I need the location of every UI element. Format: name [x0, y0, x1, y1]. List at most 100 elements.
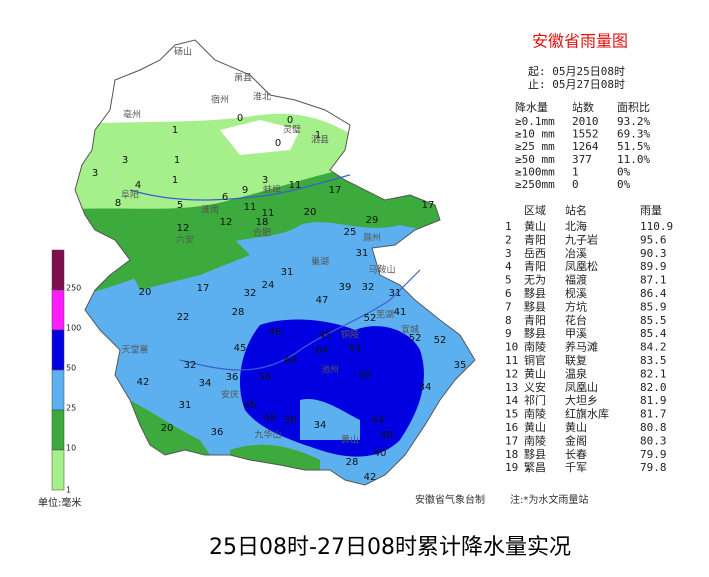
rain-value: 60 [359, 370, 372, 381]
place-name: 芜湖 [376, 309, 394, 321]
stations-cell: 16 [505, 421, 518, 434]
legend-label: 10 [66, 444, 76, 453]
rain-value: 39 [339, 282, 352, 293]
rain-value: 48 [269, 327, 282, 338]
place-name: 合肥 [253, 227, 271, 239]
rain-value: 53 [349, 343, 362, 354]
stations-cell: 凤凰松 [565, 259, 598, 273]
stats-cell: 93.2% [617, 115, 650, 128]
stations-cell: 养马滩 [565, 340, 598, 354]
rain-value: 48 [264, 413, 277, 424]
stations-cell: 17 [505, 434, 518, 447]
stations-cell: 金阁 [565, 433, 587, 447]
stations-cell: 无为 [524, 274, 546, 287]
rain-value: 5 [177, 200, 183, 211]
stations-cell: 82.1 [640, 367, 667, 380]
stations-cell: 83.5 [640, 354, 667, 367]
stations-cell: 黟县 [524, 287, 546, 300]
legend-label: 250 [66, 284, 81, 293]
stations-cell: 青阳 [524, 260, 546, 273]
stations-cell: 8 [505, 314, 512, 327]
rain-value: 8 [115, 198, 121, 209]
stations-cell: 南陵 [524, 408, 546, 421]
stations-cell: 冶溪 [565, 246, 587, 260]
stats-cell: ≥250mm [515, 178, 555, 191]
stations-cell: 铜官 [524, 353, 546, 367]
rain-value: 28 [346, 457, 359, 468]
stations-cell: 1 [505, 220, 512, 233]
rain-value: 42 [364, 472, 377, 483]
stations-cell: 14 [505, 394, 519, 407]
start-time: 起: 05月25日08时 [528, 65, 625, 78]
stations-cell: 10 [505, 341, 518, 354]
stations-cell: 86.4 [640, 287, 667, 300]
rain-value: 45 [234, 343, 247, 354]
rain-value: 29 [366, 215, 379, 226]
stations-header: 雨量 [640, 204, 662, 217]
rain-value: 38 [284, 415, 297, 426]
place-name: 亳州 [123, 109, 141, 121]
stations-cell: 联复 [565, 353, 587, 367]
rain-value: 32 [244, 288, 257, 299]
rain-value: 44 [372, 415, 385, 426]
stats-cell: ≥100mm [515, 165, 555, 178]
stations-cell: 4 [505, 260, 512, 273]
legend-swatch [51, 329, 65, 371]
place-name: 六安 [176, 234, 194, 246]
stations-cell: 长春 [565, 448, 587, 461]
stations-cell: 枧溪 [565, 286, 587, 300]
place-name: 黄山 [341, 434, 359, 446]
legend-label: 25 [66, 404, 76, 413]
stations-cell: 2 [505, 233, 512, 246]
stats-cell: 1 [572, 165, 579, 178]
stats-cell: ≥10 mm [515, 128, 555, 141]
stations-cell: 南陵 [524, 341, 546, 354]
stations-cell: 红旗水库 [565, 407, 609, 421]
stations-cell: 85.9 [640, 300, 667, 313]
stations-cell: 84.2 [640, 341, 667, 354]
footer-note: 注:*为水文雨量站 [510, 493, 588, 506]
stations-header: 区域 [524, 204, 546, 217]
stats-cell: ≥25 mm [515, 140, 555, 153]
stats-cell: 51.5% [617, 140, 650, 153]
stations-cell: 九子岩 [565, 232, 598, 246]
stations-cell: 110.9 [640, 220, 673, 233]
stations-cell: 大坦乡 [565, 393, 598, 407]
rain-value: 52 [434, 335, 447, 346]
rain-value: 0 [237, 113, 243, 124]
stats-cell: 0 [572, 178, 579, 191]
stations-cell: 繁昌 [524, 460, 546, 474]
legend: 250 100 50 25 10 1单位:毫米 [38, 249, 81, 509]
stations-cell: 15 [505, 408, 518, 421]
place-name: 灵璧 [283, 124, 301, 136]
rain-value: 6 [222, 192, 228, 203]
rain-value: 34 [314, 420, 327, 431]
legend-swatch [51, 249, 65, 291]
place-name: 安庆 [221, 389, 239, 401]
rain-value: 34 [419, 382, 432, 393]
rain-value: 1 [315, 130, 321, 141]
rain-value: 28 [232, 307, 245, 318]
place-name: 九华山 [254, 429, 281, 441]
rain-value: 1 [172, 175, 178, 186]
legend-swatch [51, 409, 65, 451]
place-name: 宣城 [401, 324, 419, 336]
place-name: 砀山 [174, 47, 192, 58]
stations-cell: 黄山 [524, 366, 546, 380]
stations-cell: 青阳 [524, 314, 546, 327]
stations-cell: 3 [505, 247, 512, 260]
place-name: 蚌埠 [263, 184, 281, 196]
legend-swatch [51, 289, 65, 331]
rain-value: 34 [199, 378, 212, 389]
stations-cell: 黄山 [524, 219, 546, 233]
rain-value: 35 [454, 360, 467, 371]
rain-value: 20 [161, 423, 174, 434]
stations-cell: 凤凰山 [565, 381, 598, 394]
stations-cell: 87.1 [640, 274, 667, 287]
stations-cell: 18 [505, 448, 518, 461]
rain-value: 0 [275, 138, 281, 149]
legend-label: 1 [66, 486, 71, 495]
map-title: 安徽省雨量图 [532, 32, 628, 51]
stations-cell: 79.9 [640, 448, 667, 461]
rain-value: 1 [174, 155, 180, 166]
